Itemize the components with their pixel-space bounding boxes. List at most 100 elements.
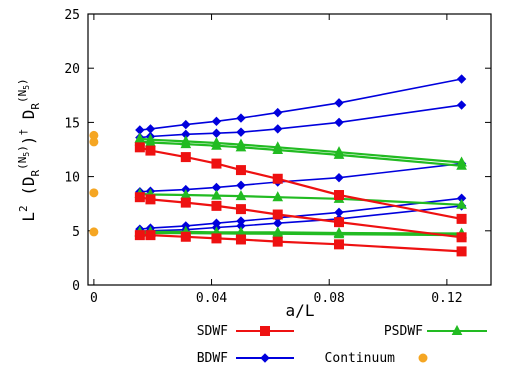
data-point	[211, 128, 222, 138]
series-layer	[89, 74, 467, 257]
y-tick-label: 20	[64, 62, 80, 77]
data-point	[456, 159, 467, 170]
data-point	[181, 119, 191, 130]
data-point	[273, 107, 283, 118]
y-tick-label: 25	[64, 8, 80, 23]
legend-item-bdwf: BDWF	[197, 351, 294, 366]
data-point	[456, 198, 467, 209]
data-point	[272, 143, 284, 155]
data-point	[272, 209, 283, 220]
series-line	[139, 162, 462, 193]
data-point	[235, 141, 247, 152]
data-point	[236, 113, 246, 123]
data-point	[180, 197, 191, 208]
data-point	[211, 116, 222, 127]
series-line	[139, 146, 462, 220]
y-axis-label: L2 (DR(N5))† DR(N5)	[16, 78, 42, 221]
data-point	[180, 152, 191, 163]
continuum-point	[89, 188, 99, 198]
data-point	[334, 117, 344, 128]
data-point	[236, 180, 246, 190]
series-line	[139, 234, 462, 253]
data-point	[272, 173, 283, 184]
data-point	[145, 230, 156, 241]
data-point	[235, 204, 246, 215]
legend-item-psdwf: PSDWF	[384, 324, 487, 339]
data-point	[180, 231, 191, 242]
legend: SDWF PSDWF BDWF Continuum	[197, 324, 487, 366]
data-point	[456, 232, 467, 243]
data-point	[333, 148, 345, 159]
series-sdwf	[134, 142, 467, 224]
y-tick-label: 15	[64, 116, 80, 131]
series-sdwf	[134, 192, 467, 243]
x-tick-label: 0.04	[196, 291, 227, 306]
legend-label: SDWF	[197, 324, 228, 339]
data-point	[456, 246, 467, 257]
data-point	[211, 139, 222, 150]
data-point	[334, 172, 344, 183]
legend-marker	[260, 353, 270, 363]
data-point	[134, 142, 145, 153]
data-point	[334, 217, 345, 228]
series-bdwf	[135, 100, 467, 143]
x-axis-label: a/L	[286, 301, 315, 320]
legend-marker	[418, 353, 428, 363]
data-point	[145, 124, 156, 134]
series-sdwf	[134, 230, 467, 257]
data-point	[145, 145, 156, 156]
data-point	[334, 98, 344, 108]
data-point	[456, 213, 467, 224]
data-point	[211, 200, 222, 211]
x-tick-label: 0.12	[431, 291, 462, 306]
series-bdwf	[135, 74, 467, 135]
series-line	[139, 78, 462, 131]
series-continuum	[89, 130, 99, 237]
data-point	[235, 190, 247, 201]
legend-label: PSDWF	[384, 324, 423, 339]
legend-marker	[260, 326, 270, 336]
legend-item-continuum: Continuum	[325, 351, 428, 366]
data-point	[334, 190, 345, 201]
data-point	[273, 218, 283, 228]
data-point	[456, 74, 467, 84]
series-line	[139, 104, 462, 139]
data-point	[134, 192, 145, 203]
legend-label: Continuum	[325, 351, 396, 366]
axis-ticks: 0 5 10 15 20 25 0 0.04 0.08 0.12	[64, 8, 491, 306]
data-point	[272, 191, 284, 202]
data-point	[180, 138, 192, 149]
x-tick-label: 0.08	[314, 291, 345, 306]
legend-item-sdwf: SDWF	[197, 324, 294, 339]
series-line	[139, 205, 462, 233]
series-line	[139, 137, 462, 164]
continuum-point	[89, 137, 99, 147]
data-point	[334, 239, 345, 250]
data-point	[211, 158, 222, 169]
data-point	[333, 228, 345, 239]
continuum-point	[89, 227, 99, 237]
series-line	[139, 140, 462, 167]
svg-text:L2 (DR(N5))† DR(N5): L2 (DR(N5))† DR(N5)	[16, 78, 42, 221]
plot-frame	[87, 13, 492, 286]
y-tick-label: 0	[72, 279, 80, 294]
series-line	[139, 231, 462, 237]
series-line	[139, 196, 462, 239]
x-tick-label: 0	[90, 291, 98, 306]
data-point	[235, 234, 246, 245]
series-line	[139, 192, 462, 206]
series-line	[139, 197, 462, 230]
data-point	[145, 194, 156, 205]
data-point	[134, 230, 145, 241]
data-point	[456, 100, 467, 110]
data-point	[272, 236, 283, 247]
data-point	[211, 189, 222, 200]
y-tick-label: 10	[64, 171, 80, 186]
legend-label: BDWF	[197, 351, 228, 366]
data-point	[236, 127, 246, 137]
data-point	[273, 124, 283, 134]
data-point	[211, 233, 222, 244]
legend-marker	[451, 324, 463, 335]
data-point	[235, 165, 246, 176]
